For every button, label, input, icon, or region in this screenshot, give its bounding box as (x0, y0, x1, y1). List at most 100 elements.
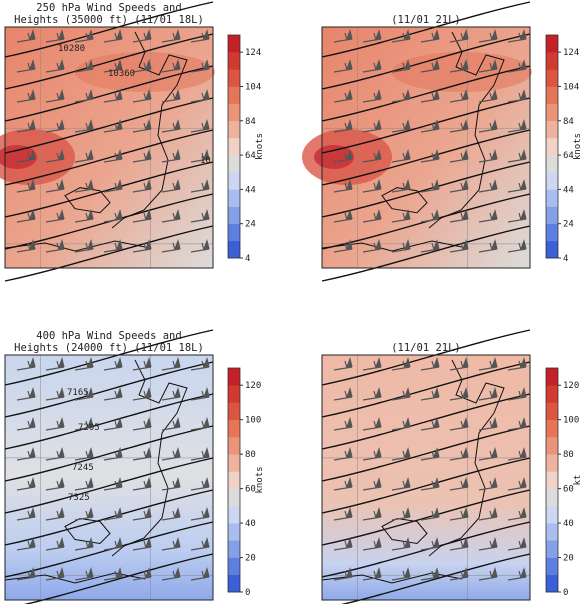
wind-barb (449, 28, 469, 43)
wind-barb (74, 506, 94, 521)
wind-barb (74, 356, 94, 371)
colorbar-bin (546, 471, 558, 489)
colorbar-tick-label: 4 (245, 254, 250, 264)
colorbar-bin (546, 103, 558, 122)
panel-title: (11/01 21L) (391, 342, 461, 354)
colorbar-tick-label: 44 (563, 185, 574, 195)
wind-barb (391, 386, 411, 401)
height-contour (321, 161, 531, 218)
map-frame (321, 26, 531, 269)
wind-barb (190, 148, 210, 163)
wind-barb (16, 88, 36, 103)
map-panel: 7165 7205 7245 7325 (11/01 21L) 0 20 40 60 80 100 1… (67, 329, 583, 608)
colorbar-unit: kt (573, 475, 583, 486)
wind-barb (507, 238, 527, 253)
wind-barb (507, 506, 527, 521)
map-background (322, 355, 530, 600)
wind-barb (74, 446, 94, 461)
wind-barb (478, 536, 498, 551)
wind-barb (449, 566, 469, 581)
wind-barb (420, 356, 440, 371)
wind-barb (132, 28, 152, 43)
wind-barb (333, 178, 353, 193)
wind-barb (45, 28, 65, 43)
wind-barb (449, 386, 469, 401)
wind-barb (478, 28, 498, 43)
wind-barb (420, 536, 440, 551)
colorbar-tick-label: 104 (245, 82, 261, 92)
wind-barb (161, 536, 181, 551)
wind-barb (420, 238, 440, 253)
wind-barb (132, 536, 152, 551)
wind-barb (391, 148, 411, 163)
wind-barb (333, 536, 353, 551)
wind-barb (132, 58, 152, 73)
panel-title: Heights (35000 ft) (11/01 18L) (14, 14, 204, 26)
wind-barb (132, 566, 152, 581)
wind-barb (420, 446, 440, 461)
wind-barb (103, 386, 123, 401)
wind-barb (420, 506, 440, 521)
wind-barb (362, 238, 382, 253)
contour-label: 10360 (108, 69, 135, 79)
colorbar-bin (228, 120, 240, 139)
wind-barb (507, 416, 527, 431)
colorbar-bin (228, 69, 240, 87)
colorbar-bin (546, 52, 558, 70)
wind-barb (507, 88, 527, 103)
wind-barb (16, 476, 36, 491)
wind-barb (449, 238, 469, 253)
wind-barb (478, 566, 498, 581)
wind-barb (478, 208, 498, 223)
wind-barb (190, 88, 210, 103)
wind-barb (190, 238, 210, 253)
colorbar-bin (228, 523, 240, 541)
wind-barb (478, 506, 498, 521)
map-frame (4, 26, 214, 269)
contour-label: 7205 (78, 423, 100, 433)
wind-barb (478, 356, 498, 371)
colorbar-tick-label: 84 (563, 117, 574, 127)
wind-barb (16, 58, 36, 73)
wind-barb (449, 536, 469, 551)
colorbar-bin (228, 471, 240, 489)
wind-barb (507, 178, 527, 193)
wind-barb (161, 566, 181, 581)
wind-barb (362, 118, 382, 133)
colorbar-tick-label: 24 (563, 220, 574, 230)
colorbar-bin (546, 402, 558, 420)
colorbar-bin (228, 419, 240, 438)
height-contour (321, 1, 531, 58)
wind-barb (103, 476, 123, 491)
colorbar-tick-label: 64 (245, 151, 256, 161)
wind-barb (420, 416, 440, 431)
height-contour (321, 329, 531, 386)
wind-barb (449, 118, 469, 133)
wind-barb (449, 88, 469, 103)
wind-barb (16, 28, 36, 43)
wind-barb (45, 88, 65, 103)
colorbar-bin (228, 402, 240, 420)
colorbar-bin (228, 189, 240, 207)
panel-title: (11/01 21L) (391, 14, 461, 26)
colorbar-unit: knots (573, 133, 583, 160)
colorbar-frame (545, 367, 559, 593)
wind-barb (507, 148, 527, 163)
height-contour (4, 489, 214, 546)
wind-barb (74, 118, 94, 133)
wind-barb (190, 58, 210, 73)
height-contour (321, 129, 531, 186)
wind-barb (16, 208, 36, 223)
wind-maximum (0, 129, 75, 185)
colorbar-bin (546, 86, 558, 104)
wind-barb (74, 416, 94, 431)
wind-barb (391, 208, 411, 223)
colorbar-unit: knots (255, 466, 265, 493)
contour-label: 7245 (72, 463, 94, 473)
wind-barb (45, 238, 65, 253)
height-contour (321, 489, 531, 546)
height-contour (4, 161, 214, 218)
wind-barb (74, 148, 94, 163)
height-contour (4, 129, 214, 186)
